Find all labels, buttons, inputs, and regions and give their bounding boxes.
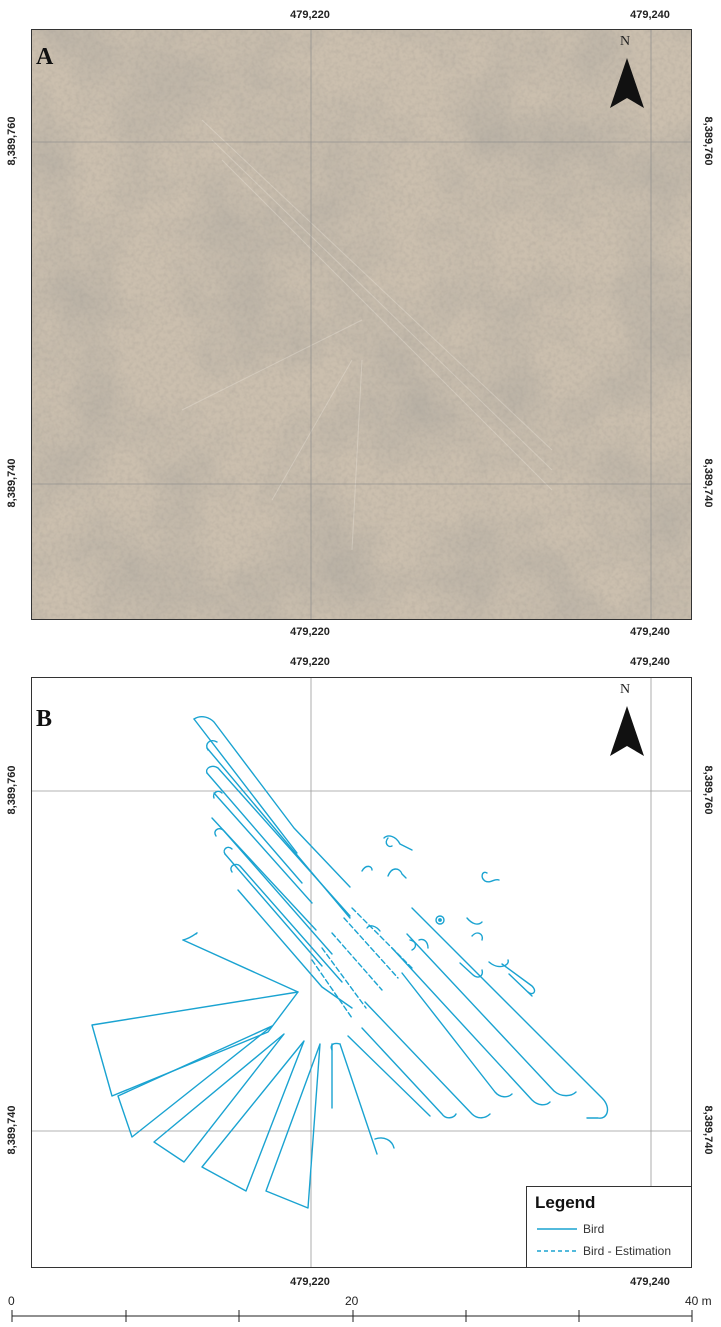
scale-label-20: 20 <box>345 1294 359 1308</box>
right-y-coord-top-b: 8,389,760 <box>702 765 714 815</box>
legend-title: Legend <box>535 1193 596 1212</box>
legend-item-bird: Bird <box>537 1221 604 1236</box>
left-y-coord-bottom-b: 8,389,740 <box>6 1105 18 1155</box>
panel-a-label: A <box>36 44 54 70</box>
bird-lines <box>91 715 609 1209</box>
north-arrow-icon <box>610 706 644 756</box>
bird-geoglyph-drawing <box>32 678 691 1267</box>
right-y-coord-bottom-b: 8,389,740 <box>702 1105 714 1155</box>
top-x-coord-left: 479,220 <box>290 9 330 21</box>
right-y-coord-top: 8,389,760 <box>702 116 714 166</box>
line-drawing-map-panel[interactable]: B N <box>31 677 692 1268</box>
scale-bar <box>11 1310 693 1322</box>
right-y-coord-bottom: 8,389,740 <box>702 458 714 508</box>
satellite-map-panel[interactable]: A N <box>31 29 692 620</box>
panel-b-label: B <box>36 706 53 732</box>
legend-item-label: Bird <box>583 1221 605 1236</box>
legend-item-label: Bird - Estimation <box>583 1243 672 1258</box>
bottom-x-coord-right: 479,240 <box>630 1276 670 1288</box>
scale-label-0: 0 <box>8 1294 15 1308</box>
bottom-x-coord-left: 479,220 <box>290 1276 330 1288</box>
legend: Legend Bird Bird - Estimation <box>526 1186 692 1268</box>
dashed-line-icon <box>537 1250 577 1252</box>
map-grid <box>32 30 691 619</box>
north-label-b: N <box>620 682 631 697</box>
left-y-coord-top: 8,389,760 <box>6 116 18 166</box>
legend-item-bird-estimation: Bird - Estimation <box>537 1243 671 1258</box>
mid-x-coord-right-a: 479,240 <box>630 626 670 638</box>
top-x-coord-right: 479,240 <box>630 9 670 21</box>
north-arrow-icon <box>610 58 644 108</box>
mid-x-coord-right-b: 479,240 <box>630 656 670 668</box>
left-y-coord-top-b: 8,389,760 <box>6 765 18 815</box>
satellite-image <box>32 30 691 619</box>
map-grid <box>32 678 691 1267</box>
mid-x-coord-left-a: 479,220 <box>290 626 330 638</box>
mid-x-coord-left-b: 479,220 <box>290 656 330 668</box>
north-label-a: N <box>620 34 631 49</box>
left-y-coord-bottom: 8,389,740 <box>6 458 18 508</box>
solid-line-icon <box>537 1228 577 1230</box>
scale-label-40: 40 m <box>685 1294 712 1308</box>
